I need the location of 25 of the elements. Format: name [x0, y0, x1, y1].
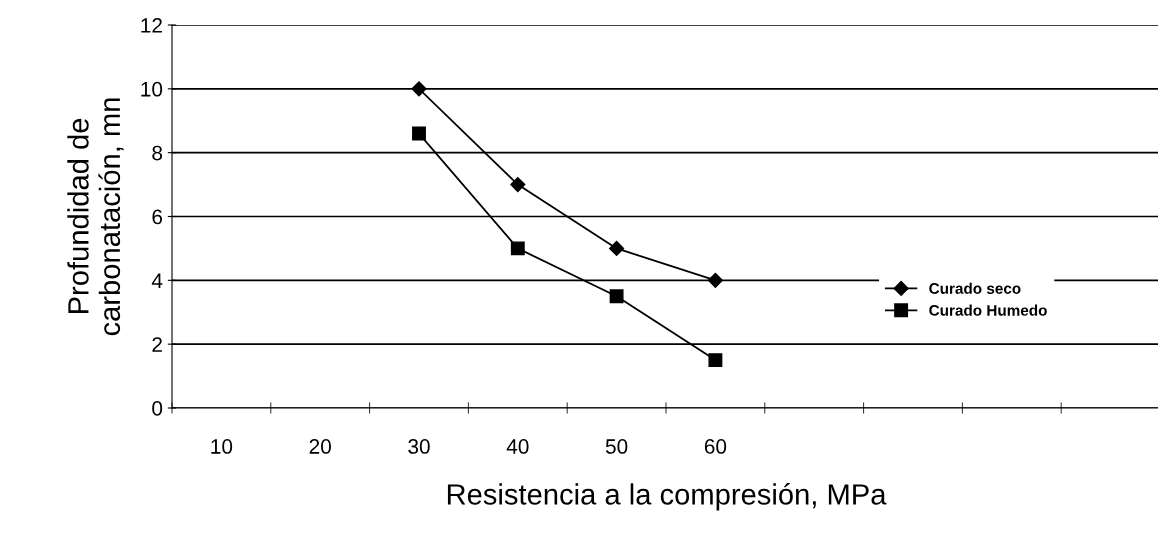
x-tick-label: 10 — [211, 439, 233, 454]
y-axis-title: Profundidad de carbonatación, mn — [67, 98, 124, 336]
x-tick-label: 30 — [408, 439, 430, 454]
x-tick-label: 20 — [309, 439, 331, 454]
y-tick-label: 12 — [141, 18, 162, 33]
legend-label: Curado Humedo — [929, 304, 1047, 316]
point — [411, 81, 427, 97]
y-tick-label: 4 — [151, 273, 163, 288]
y-tick-label: 0 — [152, 401, 163, 416]
y-tick-label: 2 — [152, 337, 162, 352]
point — [412, 126, 426, 141]
y-tick-label: 6 — [152, 209, 163, 225]
legend-label: Curado seco — [929, 282, 1021, 294]
point — [510, 177, 526, 193]
x-tick-label: 60 — [704, 439, 727, 454]
point — [510, 241, 525, 256]
x-axis-title: Resistencia a la compresión, MPa — [447, 482, 887, 511]
y-tick-label: 10 — [141, 81, 163, 97]
point — [707, 272, 723, 288]
x-tick-label: 40 — [506, 439, 529, 454]
y-tick-label: 8 — [152, 145, 163, 161]
point — [708, 353, 723, 368]
x-tick-label: 50 — [605, 439, 628, 454]
point — [609, 289, 624, 304]
point — [609, 240, 625, 256]
